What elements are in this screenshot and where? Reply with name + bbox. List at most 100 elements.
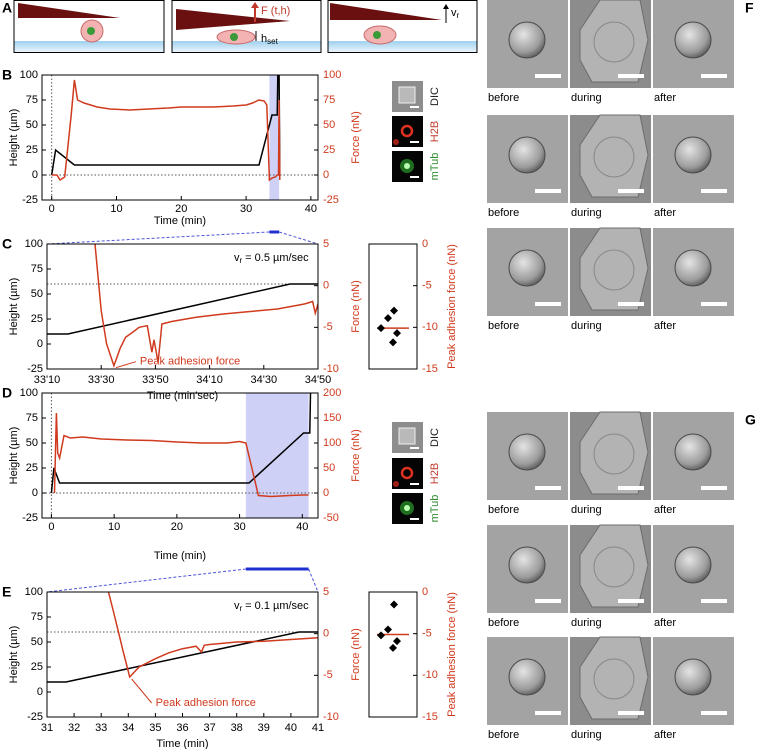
- y-tick-label: 100: [20, 387, 38, 399]
- image-caption: during: [571, 617, 602, 629]
- y2-tick-label: -10: [323, 711, 339, 723]
- y2-tick-label: 50: [323, 462, 335, 474]
- y-tick-label: 0: [32, 487, 38, 499]
- x-tick-label: 35: [149, 722, 161, 734]
- x-tick-label: 0: [48, 521, 54, 533]
- cell-image: [400, 466, 414, 480]
- x-axis-label: Time (min): [154, 550, 206, 562]
- data-point: [390, 600, 398, 609]
- zoom-connector: [46, 568, 246, 593]
- cell-image: [593, 658, 635, 700]
- channel-label: mTub: [429, 153, 441, 181]
- y-axis-label: Height (µm): [8, 109, 20, 167]
- cantilever: [176, 9, 290, 30]
- x-tick-label: 33: [95, 722, 107, 734]
- cell-image: [593, 21, 635, 63]
- y-tick-label: 50: [26, 119, 38, 131]
- image-caption: before: [488, 504, 519, 516]
- y-tick-label: -25: [27, 711, 43, 723]
- x-tick-label: 20: [175, 203, 187, 215]
- x-axis-label: Time (min'sec): [147, 390, 218, 402]
- data-line: [47, 631, 318, 683]
- y2-tick-label: 0: [323, 628, 329, 640]
- panel-label: E: [2, 584, 11, 600]
- cell-image: [593, 433, 635, 475]
- x-tick-label: 20: [171, 521, 183, 533]
- substrate: [14, 41, 164, 52]
- speed-arrow-head: [443, 4, 449, 9]
- highlight-region: [245, 393, 309, 518]
- panel-label: D: [2, 385, 12, 401]
- x-tick-label: 33'10: [34, 374, 61, 386]
- nucleus: [373, 31, 381, 39]
- y-axis-label: Peak adhesion force (nN): [446, 592, 458, 717]
- image-caption: before: [488, 320, 519, 332]
- image-caption: after: [654, 729, 676, 741]
- y2-tick-label: 50: [323, 119, 335, 131]
- speed-subscript: r: [457, 11, 460, 20]
- cantilever-image: [579, 411, 649, 495]
- x-tick-label: 39: [258, 722, 270, 734]
- y-tick-label: 100: [25, 238, 43, 250]
- image-caption: after: [654, 320, 676, 332]
- cell-image: [593, 136, 635, 178]
- speed-symbol: v: [234, 600, 240, 612]
- y-tick-label: 25: [31, 661, 43, 673]
- image-caption: before: [488, 92, 519, 104]
- channel-label: H2B: [429, 121, 441, 142]
- y-tick-label: -15: [422, 363, 438, 375]
- plot-frame: [46, 243, 319, 370]
- y-tick-label: 75: [26, 94, 38, 106]
- y2-tick-label: -5: [323, 669, 333, 681]
- annotation-arrow: [131, 678, 153, 704]
- y-tick-label: -25: [22, 512, 38, 524]
- x-tick-label: 38: [231, 722, 243, 734]
- cell-image: [674, 433, 712, 471]
- y-tick-label: 50: [31, 636, 43, 648]
- zoom-connector: [308, 568, 319, 593]
- peak-annotation: Peak adhesion force: [156, 697, 256, 709]
- schematic: F (t,h) hset vr: [13, 0, 478, 53]
- panel-label: C: [2, 236, 12, 252]
- cantilever-image: [579, 636, 649, 720]
- data-point: [393, 637, 401, 646]
- y2-tick-label: 0: [323, 487, 329, 499]
- height-subscript: set: [267, 37, 278, 46]
- data-line: [50, 75, 281, 176]
- y2-tick-label: 200: [323, 387, 341, 399]
- cantilever: [330, 3, 442, 20]
- plot-frame: [368, 591, 418, 718]
- y-tick-label: 50: [31, 288, 43, 300]
- cell-image: [674, 21, 712, 59]
- cell-image: [508, 546, 546, 584]
- y2-axis-label: Force (nN): [350, 111, 362, 164]
- channel-label: DIC: [429, 87, 441, 106]
- y-tick-label: 0: [37, 338, 43, 350]
- x-tick-label: 40: [305, 203, 317, 215]
- y2-tick-label: -5: [323, 321, 333, 333]
- image-caption: before: [488, 207, 519, 219]
- channel-label: mTub: [429, 495, 441, 523]
- image-caption: during: [571, 504, 602, 516]
- zoom-connector: [278, 231, 319, 245]
- cell-image: [593, 546, 635, 588]
- speed-symbol: v: [234, 252, 240, 264]
- x-tick-label: 0: [49, 203, 55, 215]
- cell-image: [404, 163, 410, 169]
- y-tick-label: 50: [26, 437, 38, 449]
- y-tick-label: 100: [25, 586, 43, 598]
- x-tick-label: 33'30: [88, 374, 115, 386]
- y2-axis-label: Force (nN): [350, 280, 362, 333]
- cell-image: [393, 139, 399, 145]
- plot-frame: [41, 74, 319, 201]
- data-line: [50, 393, 312, 494]
- cell-image: [404, 505, 410, 511]
- y-axis-label: Height (µm): [8, 427, 20, 485]
- channel-label: DIC: [429, 428, 441, 447]
- y2-axis-label: Force (nN): [350, 628, 362, 681]
- channel-label: H2B: [429, 463, 441, 484]
- x-tick-label: 32: [68, 722, 80, 734]
- substrate: [172, 41, 321, 52]
- cantilever-image: [579, 227, 649, 311]
- x-tick-label: 41: [312, 722, 324, 734]
